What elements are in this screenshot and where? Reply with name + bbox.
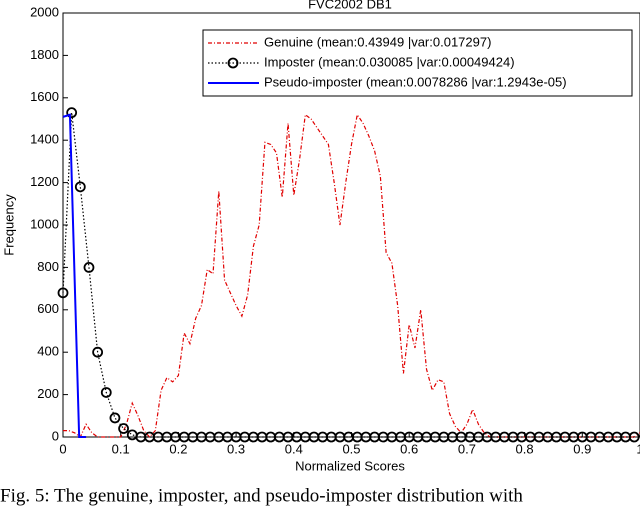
point-marker [83,261,95,273]
y-tick-label: 600 [37,301,59,316]
y-axis-label: Frequency [1,194,16,256]
x-tick-label: 1 [636,441,640,456]
x-tick-label: 0.1 [112,441,130,456]
point-marker [92,346,104,358]
point-marker [109,412,121,424]
series-line [62,113,87,438]
y-tick-label: 800 [37,259,59,274]
point-marker [100,387,112,398]
x-axis-label: Normalized Scores [295,458,405,473]
x-tick-label: 0.9 [573,441,591,456]
x-tick-label: 0.5 [342,441,360,456]
y-tick-label: 1400 [30,132,59,147]
point-marker [74,181,86,193]
point-marker [126,429,138,441]
y-tick-label: 1600 [30,89,59,104]
x-tick-label: 0.6 [400,441,418,456]
legend-box [202,29,633,97]
series-line [62,112,635,438]
point-marker [66,107,78,119]
legend-label: Genuine (mean:0.43949 |var:0.017297) [264,34,491,49]
x-tick-label: 0 [59,441,66,456]
legend-marker [227,57,239,69]
series-line [63,113,640,438]
caption: Fig. 5: The genuine, imposter, and pseud… [0,485,523,506]
point-marker [628,431,640,443]
y-tick-label: 1200 [30,174,59,189]
x-tick-label: 0.7 [458,441,476,456]
y-tick-label: 1000 [30,216,59,231]
y-tick-label: 400 [37,344,59,359]
legend-label: Pseudo-imposter (mean:0.0078286 |var:1.2… [264,74,567,89]
y-tick-label: 1800 [30,47,59,62]
y-tick-label: 0 [52,428,59,443]
x-tick-label: 0.4 [285,441,303,456]
legend-label: Imposter (mean:0.030085 |var:0.00049424) [264,54,515,69]
x-tick-label: 0.8 [516,441,534,456]
x-tick-label: 0.2 [169,441,187,456]
y-tick-label: 200 [37,386,59,401]
y-tick-label: 2000 [30,4,59,19]
chart-title: FVC2002 DB1 [308,0,392,11]
point-marker [57,287,69,299]
x-tick-label: 0.3 [227,441,245,456]
point-marker [118,423,129,434]
